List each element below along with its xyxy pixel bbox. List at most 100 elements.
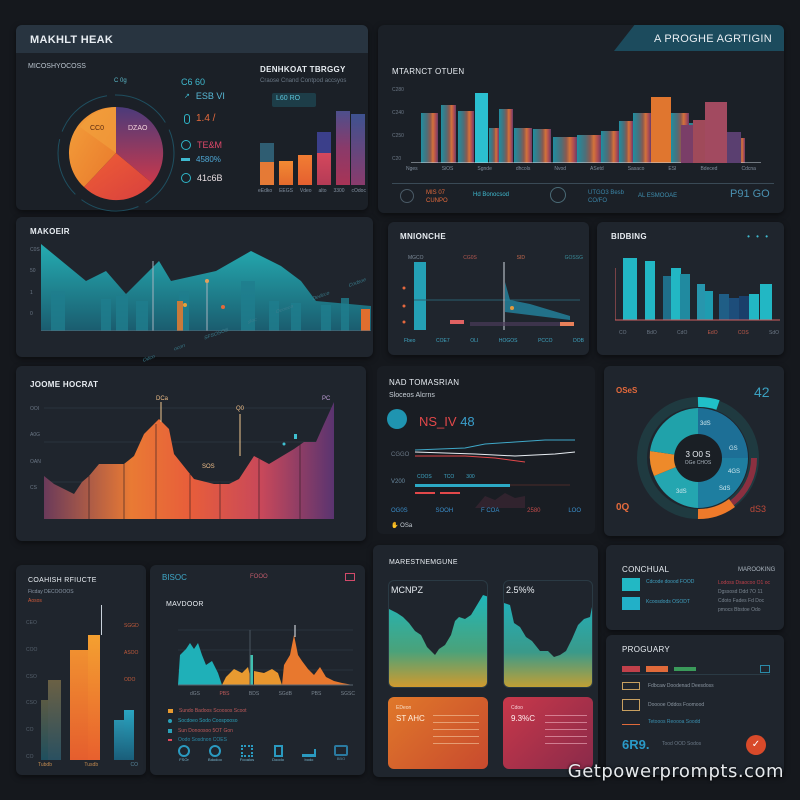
commish-bar-3[interactable] [114,720,126,760]
proguary-row-3[interactable]: Tetooos Reoooa Soodd [622,719,772,725]
trend-bar-3[interactable] [298,155,312,185]
list-item[interactable]: Sundo Badoos Scoosos Scoot [168,708,247,714]
mnionche-panel: MNIONCHE MGCO CG0S SID GOSSG Fbeo COE7 OLI HOG… [388,222,589,355]
y-label: COO [26,646,38,653]
info-ring-icon[interactable] [550,187,566,203]
logo-text: OSa [400,523,413,529]
conchial-right-list: Lodoss Dsaocoo O1 oc Dgssosd Ddd 7O 11 C… [718,579,770,615]
proguary-row-1[interactable]: Fdbcaw Doodenad Deesdoss [622,682,772,690]
x-label: BdO [646,330,657,336]
segment-label: 3dS [676,489,687,495]
strip-green [674,666,696,671]
right-list-item[interactable]: Dgssosd Ddd 7O 11 [718,589,763,595]
bidding-bar-chart[interactable] [615,254,780,324]
proguary-row-2[interactable]: Dooooe Oddos Foomood [622,699,772,711]
commish-bar-1b[interactable] [48,680,61,760]
app-icon-4[interactable]: Doodo [272,745,284,762]
trend-x-label: EEGS [279,188,293,194]
x-label: SGdB [278,691,292,697]
mavdoor-chart[interactable] [178,625,353,687]
right-list-item[interactable]: pmocs Bbstoe Odo [718,607,761,613]
footer-1a: MIS 07 [426,190,446,196]
trend-badge[interactable]: L60 RO [272,93,316,107]
app-icon-3[interactable]: Fooalos [240,745,254,762]
right-list-item[interactable]: Cdoto Fades Fd Doc [718,598,765,604]
commish-panel: COAHISH RFIUCTE Ficday DECOOOOS Aosos CE… [16,565,146,775]
makoeir-area-chart[interactable] [41,241,371,331]
nad-logo: ✋ OSa [391,522,412,529]
stat-row-2: ↗ ESB VI [184,91,225,101]
donut-bottom-left-value: 0Q [616,502,630,513]
flag-icon[interactable] [345,573,355,581]
market-card-2[interactable]: 2.5%% [503,580,593,688]
commish-bar-3b[interactable] [124,710,134,760]
stat-value-5: 4580% [196,155,221,164]
progress-chart-title: MTARNCT OTUEN [392,67,465,76]
nad-line-chart[interactable] [415,438,585,508]
trend-bar-6[interactable] [351,114,365,185]
bar-icon [181,158,190,161]
market-heat-panel: MAKHLT HEAK MICOSHYOCOSS C 0g CC0 DZAO C… [16,25,368,212]
right-list-item[interactable]: Lodoss Dsaocoo O1 oc [718,580,770,586]
commish-bar-chart[interactable] [36,605,136,760]
commish-bar-2b[interactable] [88,635,100,760]
trend-bar-chart[interactable] [258,107,365,185]
donut-chart[interactable] [636,396,761,521]
strip-blue [760,664,770,673]
list-item[interactable]: Socdoeo Sodo Coospooso [168,718,238,724]
trend-bar-4[interactable] [317,132,331,185]
makoeir-title: MAKOEIR [30,227,70,236]
y-label: CSO [26,673,37,680]
tab-bisoc[interactable]: BISOC [162,573,187,582]
trend-bar-5[interactable] [336,111,350,185]
app-icon-2[interactable]: Bdodoo [208,745,222,762]
conchial-item-1[interactable]: Cdcode doood FOOD [646,579,695,585]
x-label: ocon [174,342,185,353]
trend-bar-2[interactable] [279,161,293,185]
tab-fooo[interactable]: FOOO [250,574,268,580]
footer-stat: SOOH [435,508,454,514]
app-icon-6[interactable]: BBO [333,745,348,762]
donut-panel: OSeS 42 3 O0 S OGe CHOS 3dS GS 4GS SdS 3d… [604,366,784,536]
trend-x-label: alto [318,188,327,194]
commish-y-axis: CEO COO CSO CSO CO CO [26,620,37,760]
clock-icon [208,745,221,757]
y-label: CO [26,753,34,760]
mnionche-chart[interactable] [400,262,585,332]
app-icon-1[interactable]: FSOr [178,745,190,762]
list-item[interactable]: Sun Donoosoo 5OT Gon [168,728,233,734]
proguary-title: PROGUARY [622,645,671,654]
gauge-icon[interactable] [387,409,407,429]
red-summary-card[interactable]: Cdoo 9.3%C [503,697,593,769]
market-card-1[interactable]: MCNPZ [388,580,488,688]
progress-bar-chart-right[interactable] [673,80,763,163]
conchial-item-2[interactable]: Kcoosdods OSODT [646,599,690,605]
more-options-icon[interactable]: • • • [747,232,770,241]
icon-label: bodo [304,757,314,762]
bottom-label: PCCO [538,338,553,344]
marker-label-3: SOS [202,464,215,470]
strip-red [622,665,640,672]
trend-badge-label: L60 RO [276,95,301,102]
y-label: OAN [30,458,41,465]
orange-summary-card[interactable]: EDeon ST AHC [388,697,488,769]
pie-chart[interactable] [40,75,190,225]
x-label: dGS [190,691,201,697]
footer-stat: 2580 [527,508,541,514]
trend-bar-1[interactable] [260,143,274,185]
bottom-label: OLI [470,338,479,344]
joome-area-chart[interactable] [44,394,334,519]
check-badge-icon[interactable]: ✓ [746,735,766,755]
footer-metric-5: P91 GO [730,188,770,200]
x-label: ASetd [590,166,604,172]
bidding-panel: BIDBING • • • CO BdO CdO EdO COS SdO [597,222,784,355]
settings-ring-icon[interactable] [400,189,414,203]
right-label: ODO [124,677,136,683]
printer-icon [333,745,348,756]
app-icon-5[interactable]: bodo [301,745,316,762]
watermark: Getpowerprompts.com [567,761,784,782]
stat-value-2: ESB VI [195,91,225,101]
footer-3b: CO/FO [588,198,607,204]
marker-label-2: Q0 [236,406,245,412]
list-item[interactable]: Oodo Sosdnon COES [168,737,227,743]
